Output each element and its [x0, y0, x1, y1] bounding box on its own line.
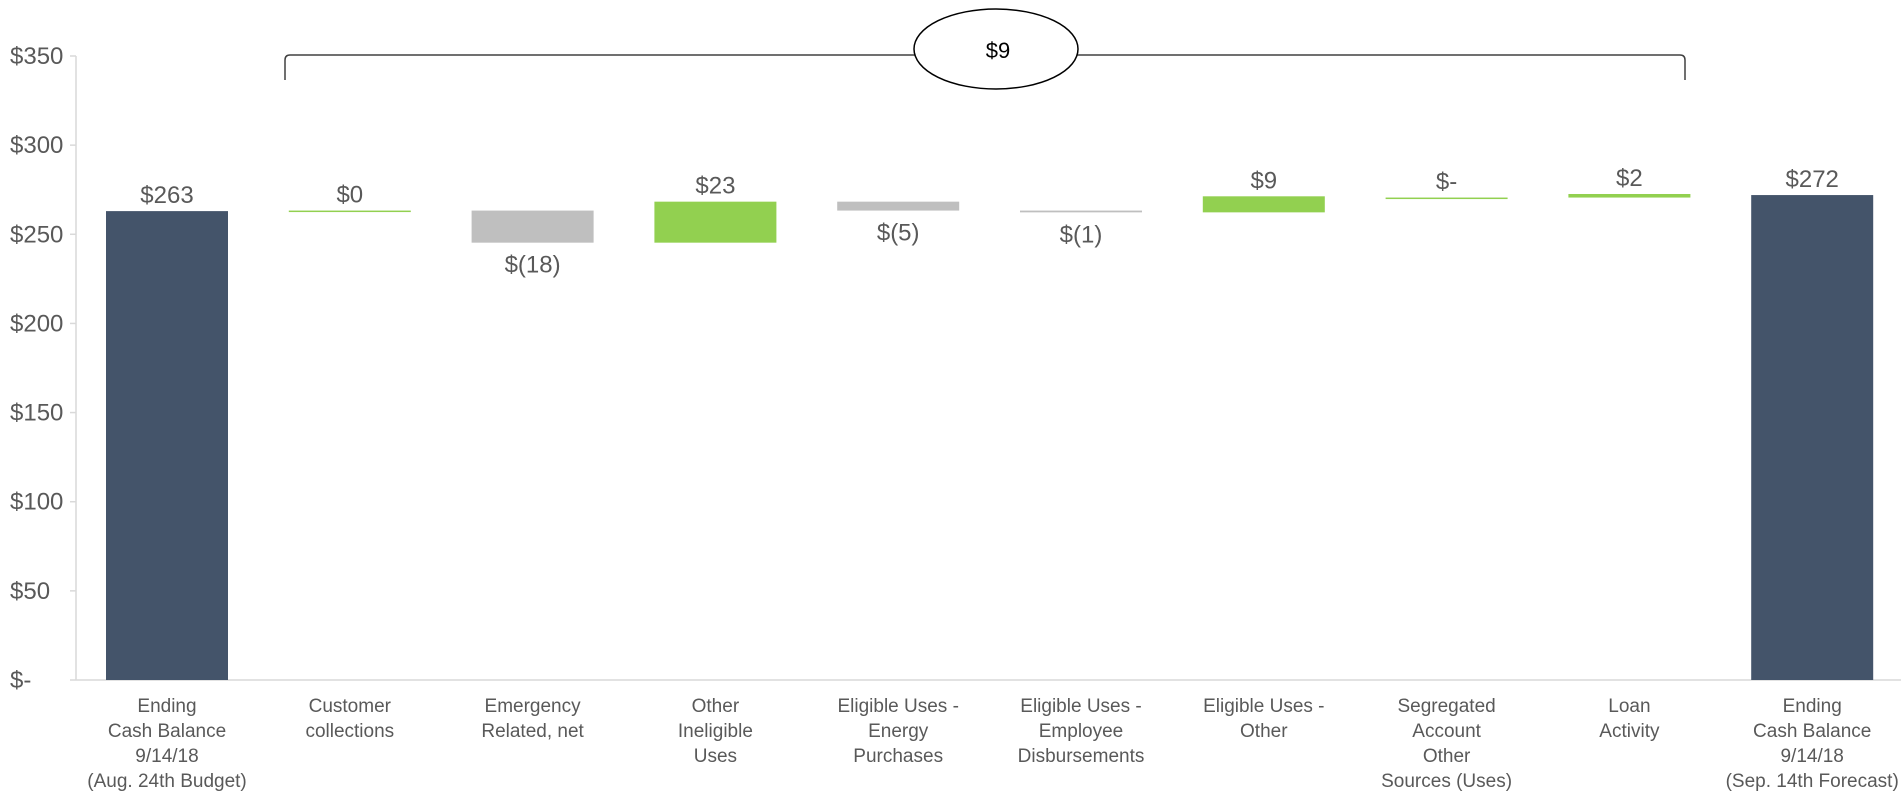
data-label-6: $9: [1250, 167, 1277, 194]
category-label-9: Ending Cash Balance 9/14/18 (Sep. 14th Fore…: [1726, 696, 1899, 791]
bar-8: [1568, 193, 1691, 198]
bar-1: [288, 210, 411, 213]
y-tick-label: $200: [10, 310, 63, 337]
bar-2: [471, 210, 594, 243]
bar-4: [837, 201, 960, 211]
data-label-group: $263 $0 $(18) $23 $(5) $(1) $9 $- $2 $272: [140, 165, 1839, 279]
y-tick-label: $150: [10, 400, 63, 427]
category-label-3: Other Ineligible Uses: [678, 696, 753, 767]
data-label-5: $(1): [1060, 221, 1103, 248]
annotation-ellipse: [913, 8, 1079, 90]
bar-6: [1202, 196, 1325, 213]
bar-3: [654, 201, 777, 243]
y-tick-label: $-: [10, 667, 31, 694]
bar-9: [1751, 195, 1874, 680]
bar-5: [1020, 210, 1142, 213]
data-label-8: $2: [1616, 165, 1643, 192]
y-tick-label: $300: [10, 132, 63, 159]
bar-7: [1385, 197, 1508, 200]
category-label-4: Eligible Uses -Energy Purchases: [837, 696, 958, 767]
data-label-2: $(18): [505, 252, 561, 279]
y-tick-label: $250: [10, 221, 63, 248]
category-label-5: Eligible Uses -Employee Disbursements: [1018, 696, 1145, 767]
bar-group: [106, 193, 1874, 680]
data-label-3: $23: [695, 173, 735, 200]
data-label-9: $272: [1786, 166, 1839, 193]
annotation-label: $9: [986, 38, 1010, 63]
data-label-4: $(5): [877, 220, 920, 247]
bracket-annotation: $9: [284, 8, 1686, 90]
category-label-6: Eligible Uses -Other: [1203, 696, 1324, 742]
y-tick-label: $100: [10, 489, 63, 516]
category-label-2: Emergency Related, net: [481, 696, 584, 742]
y-tick-label: $350: [10, 43, 63, 70]
category-label-7: Segregated Account Other Sources (Uses): [1381, 696, 1512, 791]
category-label-8: Loan Activity: [1599, 696, 1660, 742]
category-label-0: Ending Cash Balance 9/14/18 (Aug. 24th Budg…: [87, 696, 247, 791]
data-label-7: $-: [1436, 169, 1457, 196]
category-label-group: Ending Cash Balance 9/14/18 (Aug. 24th Budg…: [87, 696, 1899, 791]
data-label-1: $0: [336, 182, 363, 209]
y-tick-label: $50: [10, 578, 50, 605]
y-axis: $- $50 $100 $150 $200 $250 $300 $350: [10, 43, 1901, 694]
data-label-0: $263: [140, 182, 193, 209]
category-label-1: Customer collections: [305, 696, 394, 742]
bar-0: [106, 211, 228, 680]
